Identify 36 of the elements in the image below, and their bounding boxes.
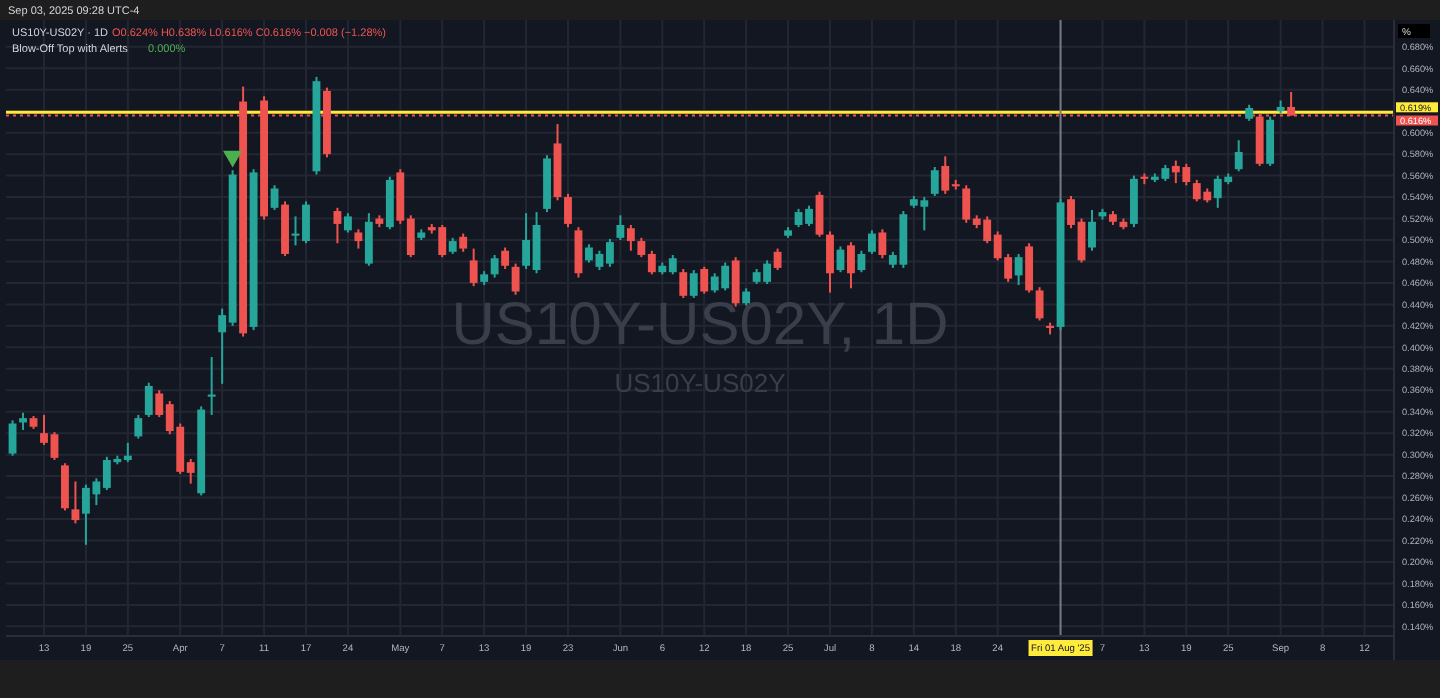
candlestick — [773, 247, 782, 272]
candlestick — [679, 267, 688, 299]
candlestick — [626, 223, 635, 252]
candlestick — [815, 190, 824, 238]
candlestick — [207, 355, 216, 416]
candlestick — [689, 269, 698, 299]
candlestick — [354, 228, 363, 250]
candlestick — [343, 212, 352, 234]
candlestick — [1088, 208, 1096, 252]
candlestick — [71, 480, 80, 525]
candlestick — [1129, 174, 1138, 229]
candlestick — [490, 254, 499, 279]
candlestick — [385, 175, 394, 231]
candlestick — [469, 247, 478, 288]
candlestick — [826, 230, 834, 294]
candlestick — [700, 265, 709, 295]
candlestick — [847, 241, 855, 290]
candlestick — [878, 228, 887, 260]
candlestick — [564, 192, 572, 229]
candlestick — [1266, 115, 1275, 167]
candlestick — [1014, 252, 1023, 287]
candlestick — [61, 462, 69, 512]
candlestick — [867, 229, 876, 255]
candlestick — [1035, 286, 1044, 322]
candlestick — [930, 166, 939, 197]
candlestick — [1025, 242, 1034, 294]
candlestick — [144, 381, 153, 419]
candlestick — [459, 232, 468, 253]
candlestick — [134, 413, 143, 440]
candlestick — [333, 206, 342, 245]
candlestick — [616, 214, 625, 241]
candlestick — [364, 212, 373, 267]
candlestick — [1234, 139, 1243, 173]
candlestick — [511, 262, 520, 296]
candlestick — [501, 246, 510, 270]
candlestick — [270, 184, 279, 211]
